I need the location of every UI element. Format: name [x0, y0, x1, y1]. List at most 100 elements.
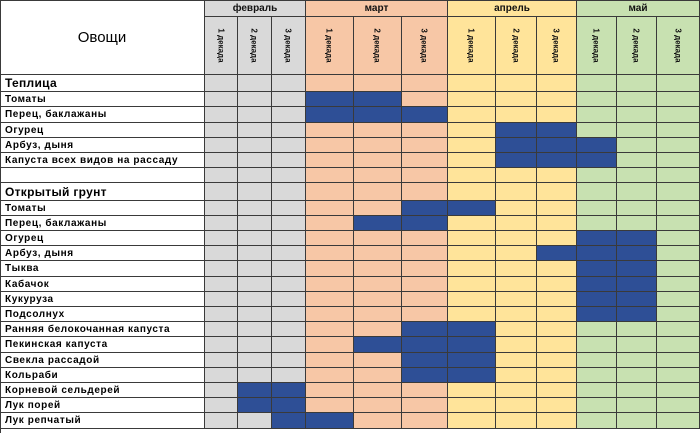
sowing-period-cell [496, 137, 537, 153]
empty-cell [617, 367, 657, 383]
sowing-period-cell [354, 337, 402, 353]
empty-cell [272, 307, 306, 323]
empty-cell [238, 122, 272, 138]
sowing-period-cell [402, 322, 448, 338]
empty-cell [272, 137, 306, 153]
section-cell [577, 183, 617, 201]
empty-cell [306, 291, 354, 307]
empty-cell [448, 246, 496, 262]
decade-header: 3 декада [272, 17, 306, 75]
table-row-label: Перец, баклажаны [0, 215, 205, 231]
empty-cell [617, 413, 657, 429]
empty-cell [617, 92, 657, 108]
empty-cell [537, 322, 577, 338]
sowing-period-cell [402, 352, 448, 368]
sowing-period-cell [306, 107, 354, 123]
table-row-label: Свекла рассадой [0, 352, 205, 368]
empty-cell [402, 137, 448, 153]
sowing-period-cell [402, 367, 448, 383]
empty-cell [205, 337, 238, 353]
section-cell [577, 75, 617, 93]
decade-header: 2 декада [354, 17, 402, 75]
empty-cell [205, 215, 238, 231]
table-row-label: Кольраби [0, 367, 205, 383]
empty-cell [402, 307, 448, 323]
empty-cell [306, 337, 354, 353]
sowing-period-cell [617, 291, 657, 307]
month-header-3: апрель [448, 0, 577, 17]
empty-cell [448, 261, 496, 277]
table-row-label: Корневой сельдерей [0, 383, 205, 399]
sowing-period-cell [272, 413, 306, 429]
empty-cell [205, 200, 238, 216]
empty-cell [657, 92, 700, 108]
empty-cell [577, 215, 617, 231]
empty-cell [577, 107, 617, 123]
section-cell [537, 75, 577, 93]
decade-header: 2 декада [238, 17, 272, 75]
table-row-label: Пекинская капуста [0, 337, 205, 353]
section-cell [537, 183, 577, 201]
decade-label: 2 декада [250, 28, 259, 63]
empty-cell [306, 352, 354, 368]
empty-cell [238, 231, 272, 247]
sowing-period-cell [537, 246, 577, 262]
empty-cell [354, 398, 402, 414]
section-cell [448, 75, 496, 93]
section-cell [448, 183, 496, 201]
sowing-period-cell [448, 337, 496, 353]
empty-cell [354, 352, 402, 368]
empty-cell [496, 367, 537, 383]
empty-cell [272, 122, 306, 138]
section-cell [496, 75, 537, 93]
empty-cell [537, 107, 577, 123]
empty-cell [306, 246, 354, 262]
empty-cell [306, 215, 354, 231]
empty-cell [537, 215, 577, 231]
empty-cell [657, 352, 700, 368]
empty-cell [402, 122, 448, 138]
decade-header: 3 декада [402, 17, 448, 75]
empty-cell [306, 367, 354, 383]
empty-cell [657, 231, 700, 247]
sowing-period-cell [402, 200, 448, 216]
table-row-label: Подсолнух [0, 307, 205, 323]
sowing-period-cell [617, 261, 657, 277]
empty-cell [537, 276, 577, 292]
empty-cell [402, 291, 448, 307]
spacer-cell [205, 168, 238, 184]
empty-cell [354, 122, 402, 138]
empty-cell [272, 337, 306, 353]
spacer-row [0, 168, 205, 184]
spacer-cell [577, 168, 617, 184]
section-title: Открытый грунт [0, 183, 205, 201]
table-row-label: Лук порей [0, 398, 205, 414]
decade-label: 3 декада [420, 28, 429, 63]
empty-cell [238, 200, 272, 216]
empty-cell [354, 200, 402, 216]
sowing-period-cell [577, 291, 617, 307]
section-cell [238, 183, 272, 201]
section-cell [617, 75, 657, 93]
empty-cell [205, 153, 238, 169]
empty-cell [617, 352, 657, 368]
empty-cell [238, 107, 272, 123]
empty-cell [496, 322, 537, 338]
empty-cell [354, 367, 402, 383]
empty-cell [238, 153, 272, 169]
empty-cell [657, 137, 700, 153]
empty-cell [272, 153, 306, 169]
empty-cell [272, 200, 306, 216]
empty-cell [496, 261, 537, 277]
empty-cell [448, 276, 496, 292]
empty-cell [577, 200, 617, 216]
empty-cell [577, 352, 617, 368]
empty-cell [272, 107, 306, 123]
empty-cell [402, 153, 448, 169]
empty-cell [657, 291, 700, 307]
empty-cell [577, 322, 617, 338]
empty-cell [402, 231, 448, 247]
spacer-cell [272, 168, 306, 184]
sowing-period-cell [402, 337, 448, 353]
